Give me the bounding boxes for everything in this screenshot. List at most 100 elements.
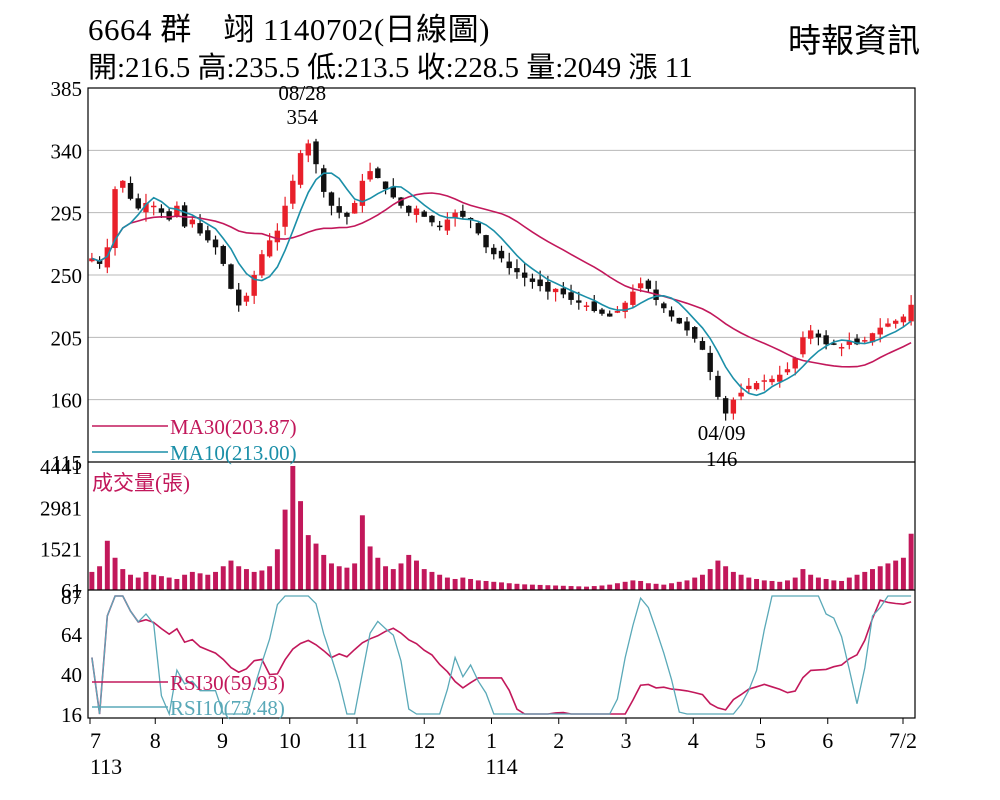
candle-body [429,215,435,223]
candle-body [444,219,451,231]
candle [777,365,783,388]
ma30-legend-label: MA30(203.87) [170,415,297,439]
rsi-tick-label: 64 [61,623,83,647]
volume-bar [545,585,551,590]
candle-body [359,180,366,206]
volume-bar [862,571,868,590]
candle-body [521,272,528,278]
volume-bar [815,577,821,590]
candle-body [89,258,95,262]
rsi30-line [91,595,912,715]
candle-body [259,254,265,276]
volume-bar [166,577,172,590]
candle-body [730,399,737,414]
candle [228,263,234,290]
candle-body [753,383,760,390]
candle [730,397,737,420]
candle [684,317,690,336]
candle-body [576,300,582,303]
volume-bar [568,586,574,590]
candle-body [375,168,381,179]
volume-bar [359,515,365,590]
candle-body [746,385,752,390]
candle [699,337,706,351]
candle [205,225,211,243]
candle-body [166,211,172,220]
rsi30-legend-label: RSI30(59.93) [170,671,285,695]
volume-bar [707,569,713,590]
volume-bar [638,580,644,590]
volume-bar [298,501,304,590]
volume-tick-label: 4441 [40,455,82,479]
candle [367,162,373,182]
volume-bar [499,582,504,590]
volume-bar [870,569,875,590]
candle [305,139,311,163]
candle-body [491,247,497,255]
candle-body [877,327,883,335]
chart-frame [87,87,916,719]
candle [661,301,667,313]
candle-body [599,309,605,314]
candle [89,252,95,263]
candle-body [181,205,188,227]
low-value-label: 146 [706,447,738,471]
volume-bar [220,566,226,590]
candle-body [382,181,389,190]
candle-body [266,240,273,257]
volume-bar [769,580,775,590]
candle [784,362,791,376]
volume-bar [537,584,543,590]
volume-bar [213,571,219,590]
volume-bar [444,577,450,590]
volume-bar [112,557,118,590]
volume-bar [251,571,257,590]
rsi-tick-label: 40 [61,663,82,687]
volume-bar [158,576,164,590]
ohlc-summary: 開:216.5 高:235.5 低:213.5 收:228.5 量:2049 漲… [88,52,693,84]
panel-frames [87,87,916,724]
candle-body [460,210,466,217]
candle [885,318,891,328]
volume-bar [475,580,481,590]
candle [112,186,118,256]
candle [259,249,265,278]
volume-bar [645,583,651,590]
volume-bar [429,571,435,590]
candle-body [777,374,783,382]
candle-body [313,141,319,165]
candle [282,196,288,236]
candle-body [351,202,358,214]
candle-body [784,369,791,373]
candle-body [823,335,829,345]
candle-body [591,301,597,312]
candle-body [807,330,814,339]
volume-bar [800,569,806,590]
candle-body [189,219,196,225]
volume-bar [228,560,234,590]
candle-body [622,302,628,312]
candle-body [205,230,211,241]
candle-body [684,321,690,331]
candle-body [607,313,613,317]
candle [475,222,482,236]
volume-bar [97,566,103,590]
candle-body [436,225,443,228]
volume-bar [328,563,334,590]
volume-bar [669,583,675,590]
candle-body [800,337,806,355]
candle [390,178,396,199]
candle-body [112,189,118,249]
candle-body [792,358,798,369]
candle [251,270,257,304]
candle-body [838,347,845,349]
candle [120,180,126,193]
volume-bar [599,585,605,590]
candle-body [212,239,219,248]
candle [800,331,806,358]
volume-bar [777,581,783,590]
axis-labels: 385340295250205160115MA30(203.87)MA10(21… [40,77,917,779]
candle [127,176,134,201]
volume-bar [630,580,636,590]
volume-bar [529,584,535,590]
